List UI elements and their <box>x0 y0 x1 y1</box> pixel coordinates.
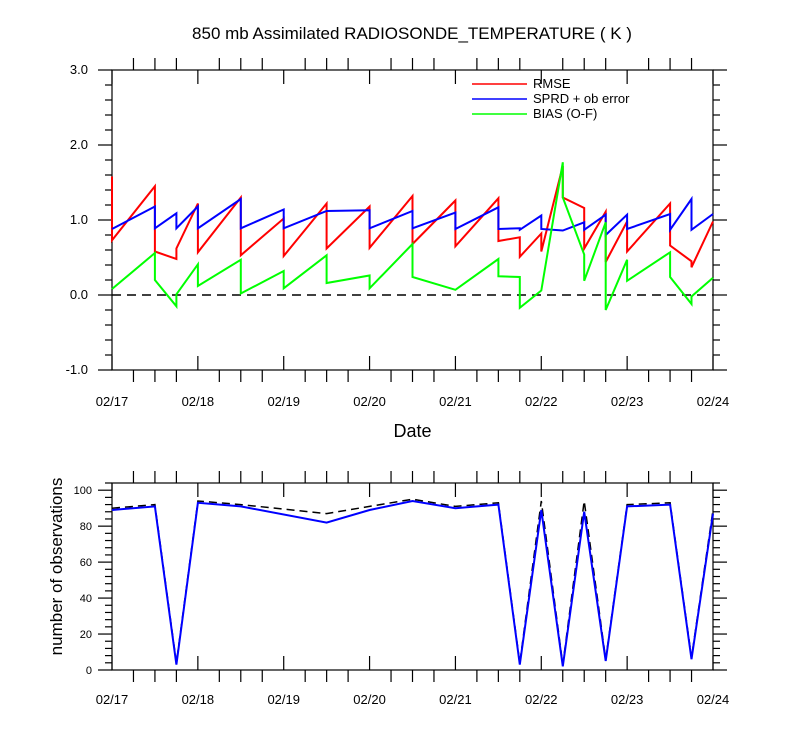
x-tick-label: 02/20 <box>353 692 386 707</box>
x-tick-label: 02/22 <box>525 692 558 707</box>
series-line-assimilated-observations <box>111 499 714 667</box>
y-tick-label: 20 <box>80 629 92 641</box>
y-tick-label: 80 <box>80 521 92 533</box>
bottom-chart-tick-labels: 02/17 02/18 02/19 02/20 02/21 02/22 02/23 02/24… <box>74 485 730 707</box>
x-tick-label: 02/24 <box>697 692 730 707</box>
x-tick-label: 02/24 <box>697 394 730 409</box>
y-tick-label: 2.0 <box>70 137 88 152</box>
legend-label: SPRD + ob error <box>533 91 630 106</box>
x-tick-label: 02/17 <box>96 394 129 409</box>
y-tick-label: 0.0 <box>70 287 88 302</box>
x-tick-label: 02/21 <box>439 692 472 707</box>
y-tick-label: 1.0 <box>70 212 88 227</box>
bottom-chart-frame <box>111 482 714 671</box>
top-chart-series <box>111 162 714 311</box>
y-tick-label: 0 <box>86 665 92 677</box>
series-line-bias-o-f <box>111 162 714 311</box>
legend-label: BIAS (O-F) <box>533 106 597 121</box>
x-tick-label: 02/22 <box>525 394 558 409</box>
bottom-chart-series <box>111 498 714 667</box>
y-tick-label: 60 <box>80 557 92 569</box>
legend-label: RMSE <box>533 76 571 91</box>
x-tick-label: 02/19 <box>267 692 300 707</box>
bottom-chart-y-axis-label: number of observations <box>47 478 66 656</box>
x-tick-label: 02/18 <box>182 692 215 707</box>
bottom-chart-ticks <box>98 471 727 682</box>
top-chart-x-axis-label: Date <box>393 421 431 441</box>
x-tick-label: 02/23 <box>611 394 644 409</box>
figure-title: 850 mb Assimilated RADIOSONDE_TEMPERATUR… <box>192 24 632 43</box>
y-tick-label: 3.0 <box>70 62 88 77</box>
series-line-possible-observations <box>111 498 714 665</box>
y-tick-label: 40 <box>80 593 92 605</box>
x-tick-label: 02/20 <box>353 394 386 409</box>
top-chart: 02/17 02/18 02/19 02/20 02/21 02/22 02/23 02/24… <box>66 58 730 441</box>
bottom-chart: 02/17 02/18 02/19 02/20 02/21 02/22 02/23 02/24… <box>47 471 729 707</box>
y-tick-label: -1.0 <box>66 362 88 377</box>
top-chart-ticks <box>98 58 727 382</box>
x-tick-label: 02/19 <box>267 394 300 409</box>
x-tick-label: 02/21 <box>439 394 472 409</box>
y-tick-label: 100 <box>74 485 92 497</box>
top-chart-tick-labels: 02/17 02/18 02/19 02/20 02/21 02/22 02/23 02/24… <box>66 62 730 409</box>
series-line-sprd-ob-error <box>111 195 714 238</box>
x-tick-label: 02/23 <box>611 692 644 707</box>
x-tick-label: 02/18 <box>182 394 215 409</box>
x-tick-label: 02/17 <box>96 692 129 707</box>
